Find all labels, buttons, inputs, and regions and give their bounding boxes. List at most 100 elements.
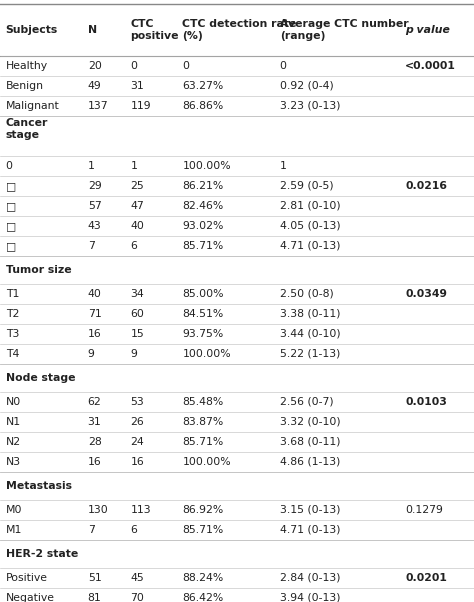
Text: 31: 31: [88, 417, 101, 427]
Text: 9: 9: [130, 349, 137, 359]
Text: HER-2 state: HER-2 state: [6, 549, 78, 559]
Text: 53: 53: [130, 397, 144, 407]
Text: 0: 0: [280, 61, 287, 71]
Text: 47: 47: [130, 201, 144, 211]
Text: 100.00%: 100.00%: [182, 161, 231, 171]
Text: 0.0201: 0.0201: [405, 573, 447, 583]
Text: 6: 6: [130, 525, 137, 535]
Text: 6: 6: [130, 241, 137, 251]
Text: Cancer
stage: Cancer stage: [6, 118, 48, 140]
Text: 4.71 (0-13): 4.71 (0-13): [280, 525, 340, 535]
Text: 20: 20: [88, 61, 101, 71]
Text: 86.21%: 86.21%: [182, 181, 224, 191]
Text: 100.00%: 100.00%: [182, 349, 231, 359]
Text: Malignant: Malignant: [6, 101, 59, 111]
Text: Metastasis: Metastasis: [6, 481, 72, 491]
Text: 81: 81: [88, 593, 101, 602]
Text: 86.92%: 86.92%: [182, 505, 224, 515]
Text: N1: N1: [6, 417, 21, 427]
Text: 0: 0: [130, 61, 137, 71]
Text: 31: 31: [130, 81, 144, 91]
Text: 9: 9: [88, 349, 95, 359]
Text: 1: 1: [88, 161, 95, 171]
Text: Positive: Positive: [6, 573, 48, 583]
Text: CTC detection rate
(%): CTC detection rate (%): [182, 19, 297, 41]
Text: 86.86%: 86.86%: [182, 101, 224, 111]
Text: 40: 40: [88, 289, 101, 299]
Text: 45: 45: [130, 573, 144, 583]
Text: T3: T3: [6, 329, 19, 339]
Text: 86.42%: 86.42%: [182, 593, 224, 602]
Text: 85.71%: 85.71%: [182, 241, 224, 251]
Text: 82.46%: 82.46%: [182, 201, 224, 211]
Text: □: □: [6, 181, 16, 191]
Text: 7: 7: [88, 525, 95, 535]
Text: 113: 113: [130, 505, 151, 515]
Text: Benign: Benign: [6, 81, 44, 91]
Text: 0.0349: 0.0349: [405, 289, 447, 299]
Text: 119: 119: [130, 101, 151, 111]
Text: 83.87%: 83.87%: [182, 417, 224, 427]
Text: 3.23 (0-13): 3.23 (0-13): [280, 101, 340, 111]
Text: 3.94 (0-13): 3.94 (0-13): [280, 593, 340, 602]
Text: 2.56 (0-7): 2.56 (0-7): [280, 397, 333, 407]
Text: 0.0103: 0.0103: [405, 397, 447, 407]
Text: 3.68 (0-11): 3.68 (0-11): [280, 437, 340, 447]
Text: 3.44 (0-10): 3.44 (0-10): [280, 329, 340, 339]
Text: 137: 137: [88, 101, 109, 111]
Text: 28: 28: [88, 437, 101, 447]
Text: Tumor size: Tumor size: [6, 265, 71, 275]
Text: 16: 16: [88, 457, 101, 467]
Text: 4.05 (0-13): 4.05 (0-13): [280, 221, 340, 231]
Text: 93.02%: 93.02%: [182, 221, 224, 231]
Text: 4.71 (0-13): 4.71 (0-13): [280, 241, 340, 251]
Text: □: □: [6, 221, 16, 231]
Text: 1: 1: [130, 161, 137, 171]
Text: 34: 34: [130, 289, 144, 299]
Text: 3.15 (0-13): 3.15 (0-13): [280, 505, 340, 515]
Text: T2: T2: [6, 309, 19, 319]
Text: 57: 57: [88, 201, 101, 211]
Text: 51: 51: [88, 573, 101, 583]
Text: 16: 16: [88, 329, 101, 339]
Text: 0: 0: [6, 161, 13, 171]
Text: Negative: Negative: [6, 593, 55, 602]
Text: Subjects: Subjects: [6, 25, 58, 35]
Text: 70: 70: [130, 593, 144, 602]
Text: 63.27%: 63.27%: [182, 81, 224, 91]
Text: 60: 60: [130, 309, 144, 319]
Text: 1: 1: [280, 161, 287, 171]
Text: 0.0216: 0.0216: [405, 181, 447, 191]
Text: p value: p value: [405, 25, 450, 35]
Text: M0: M0: [6, 505, 22, 515]
Text: 85.48%: 85.48%: [182, 397, 224, 407]
Text: 0: 0: [182, 61, 190, 71]
Text: 88.24%: 88.24%: [182, 573, 224, 583]
Text: 3.32 (0-10): 3.32 (0-10): [280, 417, 340, 427]
Text: 3.38 (0-11): 3.38 (0-11): [280, 309, 340, 319]
Text: 26: 26: [130, 417, 144, 427]
Text: 24: 24: [130, 437, 144, 447]
Text: N: N: [88, 25, 97, 35]
Text: 2.84 (0-13): 2.84 (0-13): [280, 573, 340, 583]
Text: 2.81 (0-10): 2.81 (0-10): [280, 201, 340, 211]
Text: CTC
positive: CTC positive: [130, 19, 179, 41]
Text: T4: T4: [6, 349, 19, 359]
Text: <0.0001: <0.0001: [405, 61, 456, 71]
Text: 62: 62: [88, 397, 101, 407]
Text: 85.71%: 85.71%: [182, 525, 224, 535]
Text: Average CTC number
(range): Average CTC number (range): [280, 19, 408, 41]
Text: 40: 40: [130, 221, 144, 231]
Text: 2.59 (0-5): 2.59 (0-5): [280, 181, 333, 191]
Text: 0.92 (0-4): 0.92 (0-4): [280, 81, 333, 91]
Text: 49: 49: [88, 81, 101, 91]
Text: 15: 15: [130, 329, 144, 339]
Text: 130: 130: [88, 505, 109, 515]
Text: 93.75%: 93.75%: [182, 329, 224, 339]
Text: □: □: [6, 201, 16, 211]
Text: T1: T1: [6, 289, 19, 299]
Text: 7: 7: [88, 241, 95, 251]
Text: 43: 43: [88, 221, 101, 231]
Text: 29: 29: [88, 181, 101, 191]
Text: 84.51%: 84.51%: [182, 309, 224, 319]
